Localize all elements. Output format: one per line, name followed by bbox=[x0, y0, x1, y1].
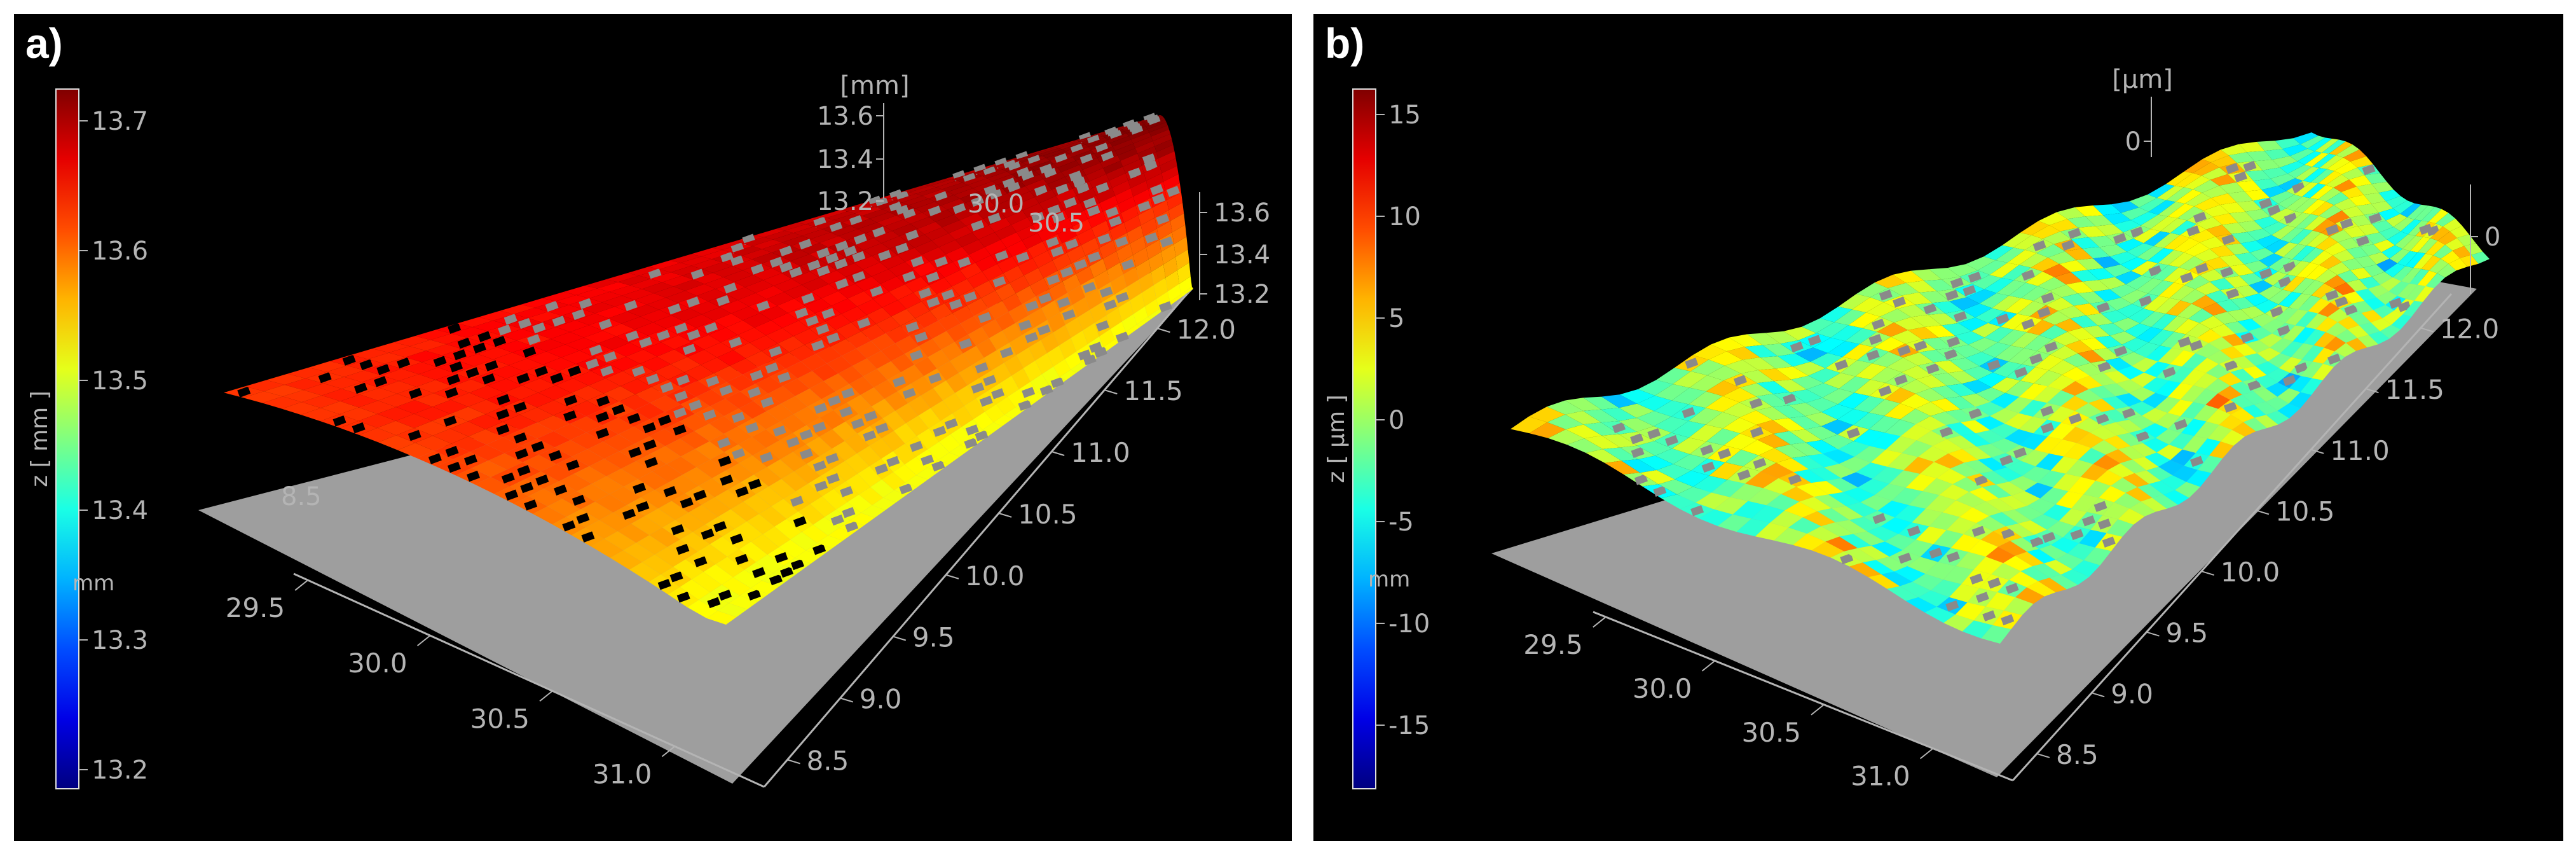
surface-plot-b: 15 10 5 0 -5 -10 -15 z [ µm ] 29.5 30.0 30.5 31.0 12… bbox=[1324, 65, 2500, 792]
y-tick-label: 12.0 bbox=[2440, 314, 2500, 345]
colorbar-tick-label: 0 bbox=[1388, 406, 1404, 435]
panel-a: 13.7 13.6 13.5 13.4 13.3 13.2 z [ mm ] 29.5 30.0… bbox=[14, 14, 1292, 841]
colorbar-tick-label: -15 bbox=[1388, 711, 1430, 740]
y-tick-label: 10.0 bbox=[2221, 557, 2280, 588]
y-tick-label: 11.5 bbox=[1123, 375, 1183, 406]
colorbar-title: z [ µm ] bbox=[1324, 394, 1350, 483]
y-tick-label: 10.0 bbox=[965, 560, 1025, 592]
hidden-axis-label: 30.0 bbox=[968, 190, 1024, 219]
colorbar-tick-label: -5 bbox=[1388, 508, 1414, 537]
y-tick-label: 9.0 bbox=[860, 684, 902, 715]
z-unit-label: [mm] bbox=[840, 71, 909, 101]
x-tick bbox=[416, 635, 431, 646]
x-tick-label: 30.5 bbox=[470, 703, 530, 734]
colorbar bbox=[55, 88, 79, 789]
y-tick bbox=[2036, 752, 2050, 758]
x-tick bbox=[1701, 660, 1716, 672]
y-tick-label: 10.5 bbox=[2275, 496, 2335, 527]
y-tick bbox=[1157, 328, 1170, 333]
z-tick-label-right: 13.2 bbox=[1214, 280, 1270, 309]
x-axis-line bbox=[1593, 611, 2013, 782]
x-tick-label: 30.5 bbox=[1741, 717, 1801, 748]
x-tick-label: 31.0 bbox=[1851, 761, 1910, 792]
x-tick bbox=[539, 690, 553, 702]
y-tick-label: 11.0 bbox=[1071, 437, 1130, 468]
x-tick-label: 30.0 bbox=[1633, 673, 1692, 704]
x-tick bbox=[1811, 704, 1825, 716]
surface-plot-a: 13.7 13.6 13.5 13.4 13.3 13.2 z [ mm ] 29.5 30.0… bbox=[27, 71, 1270, 789]
x-axis-line bbox=[293, 572, 765, 788]
y-tick bbox=[2366, 388, 2379, 394]
z-tick-label-left: 13.2 bbox=[817, 187, 874, 216]
hidden-axis-label: 30.5 bbox=[1028, 209, 1085, 238]
colorbar-tick-label: 15 bbox=[1388, 101, 1421, 130]
y-tick bbox=[787, 759, 800, 765]
hidden-axis-label: 8.5 bbox=[281, 482, 322, 511]
y-axis-line bbox=[763, 293, 1188, 787]
surface bbox=[1511, 132, 2490, 644]
colorbar-tick-label: 13.7 bbox=[92, 107, 148, 136]
colorbar-tick-label: 5 bbox=[1388, 304, 1404, 333]
z-tick-label-left: 0 bbox=[2125, 127, 2141, 156]
y-axis-line bbox=[2011, 293, 2453, 782]
z-unit-label: [µm] bbox=[2112, 65, 2173, 94]
y-tick-label: 11.5 bbox=[2385, 374, 2444, 405]
x-tick-label: 29.5 bbox=[226, 592, 285, 623]
y-tick bbox=[840, 697, 853, 703]
y-tick bbox=[2146, 631, 2160, 637]
colorbar-tick-label: 13.6 bbox=[92, 237, 148, 266]
colorbar-title: z [ mm ] bbox=[27, 391, 53, 487]
y-tick-label: 9.5 bbox=[912, 622, 955, 653]
y-tick bbox=[1104, 389, 1118, 395]
y-tick-label: 12.0 bbox=[1176, 314, 1236, 345]
surface bbox=[224, 113, 1193, 625]
z-tick-label-right: 0 bbox=[2484, 223, 2500, 252]
y-tick-label: 8.5 bbox=[2056, 739, 2099, 770]
x-tick bbox=[661, 746, 676, 758]
x-tick bbox=[294, 579, 308, 591]
colorbar-tick-label: -10 bbox=[1388, 609, 1430, 639]
x-tick-label: 30.0 bbox=[348, 648, 408, 679]
y-tick-label: 9.0 bbox=[2111, 678, 2153, 709]
panel-label: a) bbox=[25, 20, 63, 67]
colorbar-tick-label: 13.4 bbox=[92, 496, 148, 525]
y-tick bbox=[2256, 510, 2270, 515]
z-tick-label-right: 13.6 bbox=[1214, 198, 1270, 228]
hidden-axis-label: mm bbox=[72, 571, 114, 596]
colorbar bbox=[1352, 88, 1376, 789]
y-tick bbox=[1051, 451, 1065, 456]
colorbar-tick-label: 13.5 bbox=[92, 366, 148, 396]
y-tick bbox=[893, 635, 907, 641]
y-tick-label: 10.5 bbox=[1018, 499, 1078, 530]
colorbar-tick-label: 10 bbox=[1388, 202, 1421, 232]
x-tick-label: 29.5 bbox=[1523, 629, 1583, 660]
y-tick bbox=[2310, 448, 2324, 454]
x-tick-label: 31.0 bbox=[593, 758, 652, 789]
y-tick bbox=[998, 512, 1012, 518]
x-tick bbox=[1593, 616, 1607, 628]
colorbar-tick-label: 13.2 bbox=[92, 756, 148, 785]
y-tick-label: 11.0 bbox=[2330, 435, 2390, 466]
y-tick bbox=[2420, 327, 2434, 333]
y-tick-label: 8.5 bbox=[807, 745, 849, 776]
y-tick bbox=[2091, 692, 2105, 698]
z-tick-label-right: 13.4 bbox=[1214, 240, 1270, 270]
z-tick-label-left: 13.4 bbox=[817, 145, 874, 174]
y-tick bbox=[945, 574, 959, 579]
z-tick-label-left: 13.6 bbox=[817, 102, 874, 131]
y-tick bbox=[2201, 571, 2214, 576]
panel-b: 15 10 5 0 -5 -10 -15 z [ µm ] 29.5 30.0 30.5 31.0 12… bbox=[1313, 14, 2563, 841]
axes: 29.5 30.0 30.5 31.0 12.0 11.5 11.0 10.5 10.0 9.5 9… bbox=[1368, 65, 2500, 792]
panel-label: b) bbox=[1325, 20, 1365, 67]
axes: 29.530.030.531.012.011.511.010.510.09.59… bbox=[72, 71, 1270, 789]
x-tick bbox=[1919, 747, 1934, 759]
y-tick-label: 9.5 bbox=[2165, 618, 2208, 649]
hidden-axis-label: mm bbox=[1368, 567, 1410, 592]
colorbar-tick-label: 13.3 bbox=[92, 626, 148, 655]
